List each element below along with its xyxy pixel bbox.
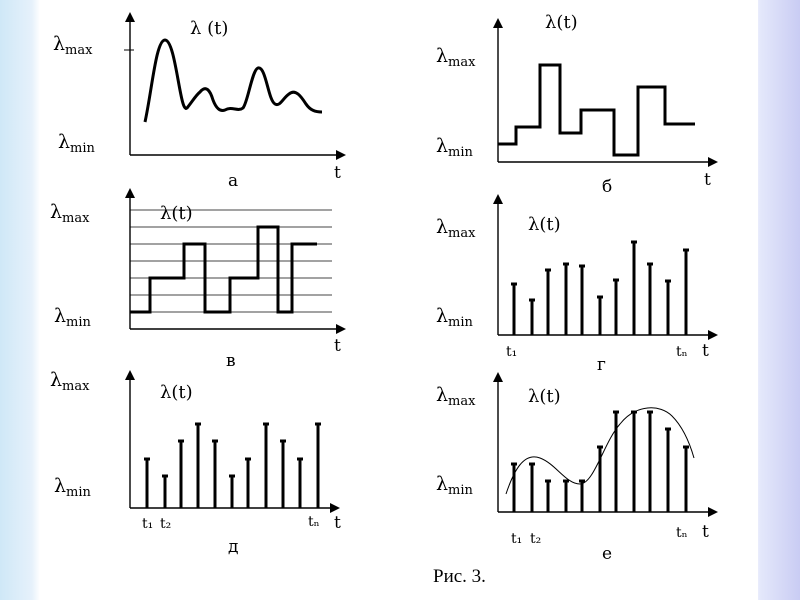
panel-v-quantized-curve <box>130 225 317 314</box>
panel-d-samples <box>144 422 321 508</box>
panel-d-letter: д <box>228 537 238 557</box>
panel-g-t-label: t <box>702 341 709 361</box>
panel-g-t1-label: t₁ <box>506 344 517 360</box>
panel-d-t-label: t <box>334 513 341 533</box>
panel-e-lambda-min: λmin <box>436 473 474 498</box>
panel-d-lambda-max: λmax <box>50 369 90 394</box>
panel-v-lambda-min: λmin <box>54 305 92 330</box>
panel-a-title: λ (t) <box>190 18 228 39</box>
panel-g-samples <box>511 240 689 335</box>
panel-d-tn-label: tₙ <box>308 514 320 530</box>
panel-a-curve <box>143 38 323 123</box>
panel-e: λmax λmin λ(t) t₁ t₂ tₙ t е <box>436 372 718 564</box>
panel-v-title: λ(t) <box>160 203 193 224</box>
panel-e-title: λ(t) <box>528 386 561 407</box>
panel-a-letter: а <box>228 171 238 191</box>
panel-d-t2-label: t₂ <box>160 516 171 532</box>
panel-b-step-curve <box>498 63 695 157</box>
panel-g-lambda-min: λmin <box>436 305 474 330</box>
panel-b-title: λ(t) <box>545 12 578 33</box>
panel-v-lambda-max: λmax <box>50 201 90 226</box>
panel-e-t2-label: t₂ <box>530 531 541 547</box>
panel-e-letter: е <box>602 544 612 564</box>
figure-caption: Рис. 3. <box>433 566 486 587</box>
panel-e-t1-label: t₁ <box>511 531 522 547</box>
panel-v-t-label: t <box>334 336 341 356</box>
panel-v: λmax λmin λ(t) t в <box>50 188 346 371</box>
panel-d-title: λ(t) <box>160 382 193 403</box>
panel-e-samples <box>511 410 689 512</box>
panel-b-t-label: t <box>704 170 711 190</box>
panel-g-lambda-max: λmax <box>436 216 476 241</box>
panel-a-t-label: t <box>334 163 341 183</box>
panel-a: λmax λmin λ (t) t а <box>53 12 346 191</box>
panel-e-tn-label: tₙ <box>676 525 688 541</box>
panel-d: λmax λmin λ(t) t₁ t₂ tₙ t д <box>50 369 341 557</box>
panel-g-tn-label: tₙ <box>676 344 688 360</box>
panel-g-letter: г <box>597 355 606 375</box>
panel-d-t1-label: t₁ <box>142 516 153 532</box>
panel-v-letter: в <box>226 351 236 371</box>
panel-b-letter: б <box>602 177 612 197</box>
panel-a-lambda-max: λmax <box>53 33 93 58</box>
panel-b-lambda-max: λmax <box>436 45 476 70</box>
panel-a-lambda-min: λmin <box>58 131 96 156</box>
panel-d-lambda-min: λmin <box>54 475 92 500</box>
panel-b: λmax λmin λ(t) t б <box>436 12 718 197</box>
panel-g: λmax λmin λ(t) t₁ tₙ t г <box>436 194 718 375</box>
panel-b-lambda-min: λmin <box>436 135 474 160</box>
panel-g-title: λ(t) <box>528 214 561 235</box>
panel-e-lambda-max: λmax <box>436 384 476 409</box>
panel-e-t-label: t <box>702 522 709 542</box>
